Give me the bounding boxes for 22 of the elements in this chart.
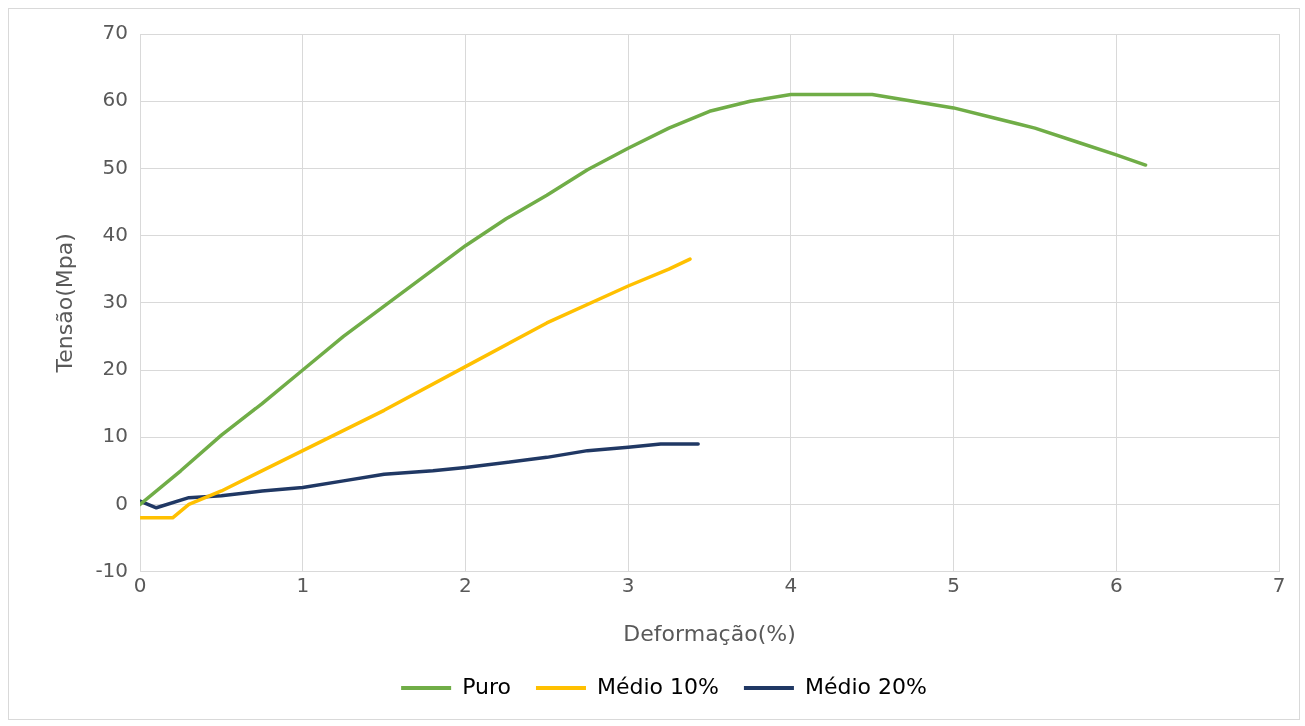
x-tick-label: 3 xyxy=(621,572,635,597)
x-tick-label: 6 xyxy=(1109,572,1123,597)
x-axis-title: Deformação(%) xyxy=(623,620,796,646)
y-tick-label: 60 xyxy=(102,87,129,112)
y-tick-label: -10 xyxy=(95,557,129,582)
y-tick-label: 0 xyxy=(115,490,129,515)
y-tick-label: 20 xyxy=(102,356,129,381)
legend-label: Puro xyxy=(462,673,511,699)
x-tick-label: 4 xyxy=(784,572,798,597)
y-tick-label: 30 xyxy=(102,289,129,313)
legend-label: Médio 20% xyxy=(804,673,927,699)
y-tick-label: 70 xyxy=(102,20,129,45)
x-tick-label: 0 xyxy=(133,572,147,597)
x-tick-label: 7 xyxy=(1272,572,1286,597)
x-tick-label: 5 xyxy=(947,572,960,597)
y-tick-label: 40 xyxy=(102,221,129,246)
y-axis-title: Tensão(Mpa) xyxy=(51,233,77,374)
x-tick-label: 2 xyxy=(459,572,472,597)
legend-label: Médio 10% xyxy=(596,673,719,699)
x-tick-label: 1 xyxy=(296,572,310,597)
y-tick-label: 10 xyxy=(102,423,129,448)
y-tick-label: 50 xyxy=(102,154,129,179)
